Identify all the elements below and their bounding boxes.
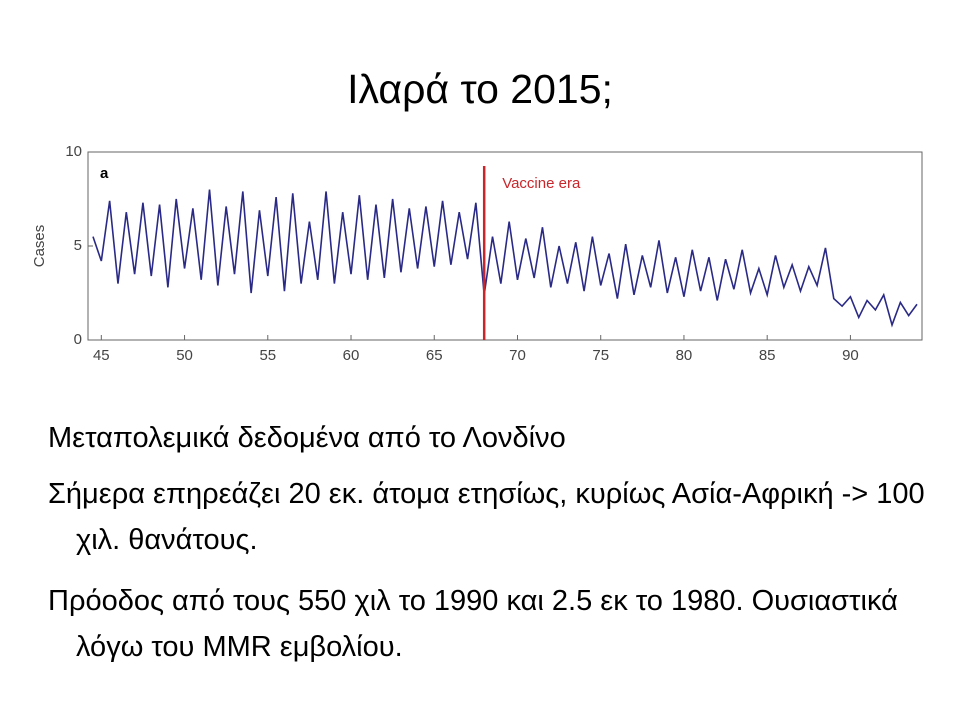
x-tick-label: 90 <box>842 347 859 364</box>
x-tick-label: 80 <box>676 347 693 364</box>
x-tick-label: 55 <box>259 347 276 364</box>
slide-title: Ιλαρά το 2015; <box>347 66 613 112</box>
x-tick-label: 85 <box>759 347 776 364</box>
vaccine-label: Vaccine era <box>502 175 581 192</box>
x-tick-label: 60 <box>343 347 360 364</box>
bullet: Πρόοδος από τους 550 χιλ το 1990 και 2.5… <box>48 585 898 663</box>
x-tick-label: 75 <box>592 347 609 364</box>
panel-label: a <box>100 165 109 182</box>
plot-frame <box>87 151 923 341</box>
series-line <box>92 189 918 328</box>
bullet: Μεταπολεμικά δεδομένα από το Λονδίνο <box>48 422 566 454</box>
x-tick-label: 70 <box>509 347 526 364</box>
y-tick-label: 5 <box>74 237 82 254</box>
x-tick-label: 45 <box>93 347 110 364</box>
x-tick-label: 50 <box>176 347 193 364</box>
x-tick-label: 65 <box>426 347 443 364</box>
chart: 0 5 10 45 50 55 60 65 70 75 80 85 90 Cases a Vaccine er… <box>31 143 923 364</box>
y-axis-label: Cases <box>31 225 48 268</box>
bullet: Σήμερα επηρεάζει 20 εκ. άτομα ετησίως, κ… <box>48 478 925 556</box>
y-tick-label: 10 <box>65 143 82 160</box>
y-tick-label: 0 <box>74 331 82 348</box>
